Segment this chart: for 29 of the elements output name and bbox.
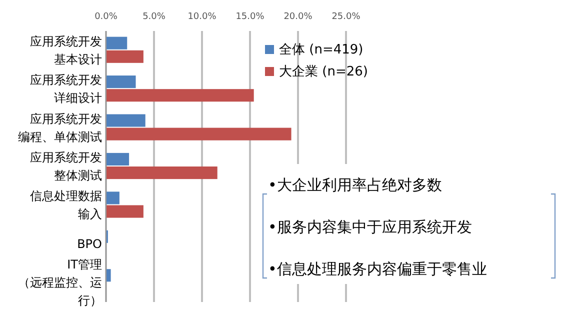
x-tick-label: 10.0% (188, 12, 217, 22)
bar (106, 166, 218, 180)
legend-label: 全体 (n=419) (279, 42, 364, 58)
bar (106, 50, 144, 63)
bar (106, 76, 136, 88)
y-tick-label: 应用系统开发详细设计 (30, 73, 102, 106)
y-tick-label: IT管理（远程监控、运行） (18, 258, 102, 308)
bar (106, 114, 146, 127)
y-tick-label: 应用系统开发整体测试 (30, 150, 102, 182)
annotation: •大企业利用率占绝对多数 (268, 176, 442, 194)
annotation: •服务内容集中于应用系统开发 (268, 218, 472, 236)
bar (106, 128, 292, 140)
y-tick-label: BPO (77, 236, 102, 251)
x-tick-label: 20.0% (284, 12, 313, 22)
x-tick-label: 5.0% (142, 12, 166, 22)
bar (106, 36, 128, 50)
annotation: •信息处理服务内容偏重于零售业 (268, 260, 487, 278)
bar (106, 89, 254, 102)
bar (106, 152, 130, 166)
x-tick-label: 25.0% (332, 12, 361, 22)
y-tick-label: 应用系统开发编程、单体测试 (18, 112, 102, 144)
x-tick-label: 0.0% (94, 12, 118, 22)
y-tick-label: 信息处理数据输入 (30, 189, 102, 222)
y-tick-label: 应用系统开发基本设计 (30, 34, 102, 66)
x-tick-label: 15.0% (236, 12, 265, 22)
legend-label: 大企業 (n=26) (279, 64, 368, 80)
bar (106, 269, 111, 282)
bar (106, 205, 144, 218)
bar (106, 192, 120, 204)
